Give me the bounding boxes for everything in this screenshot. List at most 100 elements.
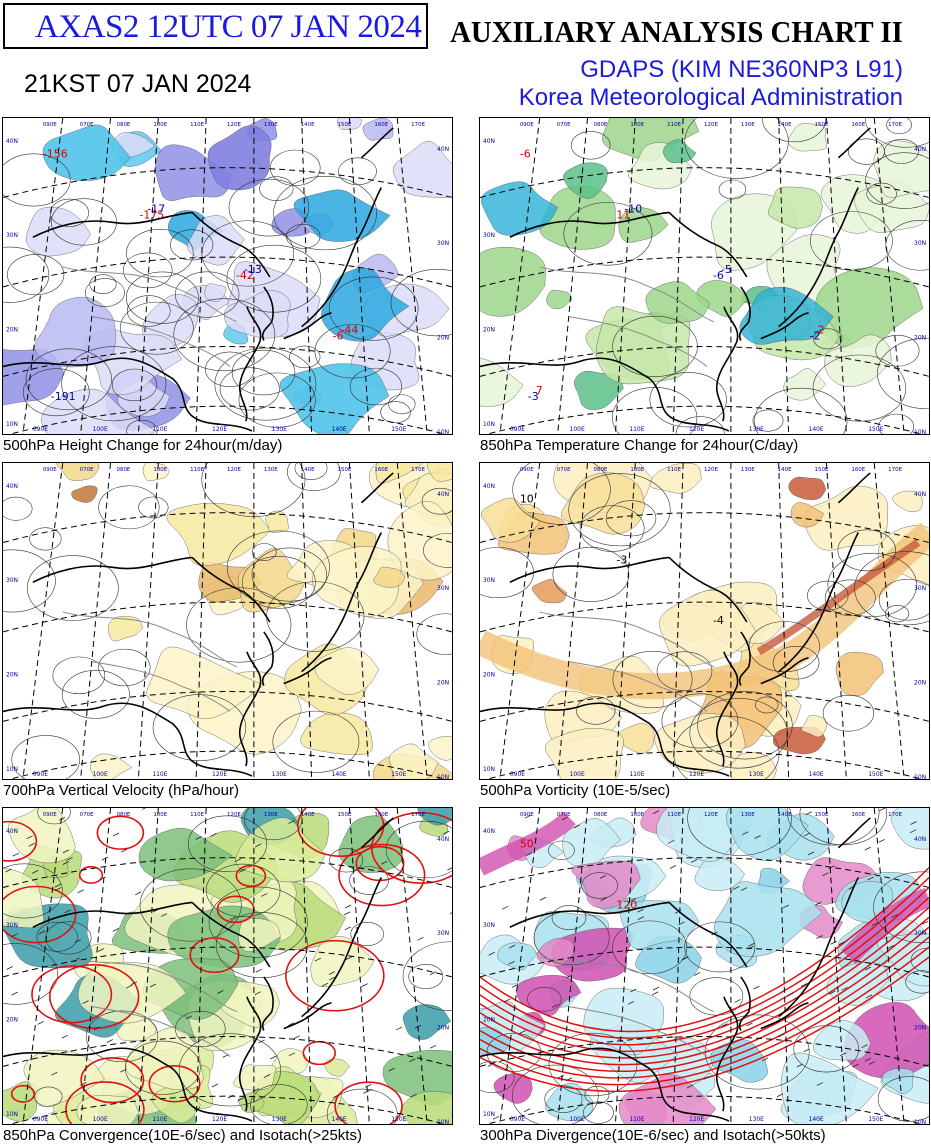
wind-barb	[508, 960, 515, 965]
wind-barb	[210, 833, 217, 837]
contour-line	[854, 551, 929, 626]
chart-title: AUXILIARY ANALYSIS CHART II	[450, 14, 903, 49]
contour-value-label: -10	[624, 202, 642, 215]
meridian-line	[499, 808, 541, 1124]
contour-line	[873, 871, 929, 944]
longitude-label: 090E	[510, 771, 525, 778]
wind-barb	[388, 1067, 395, 1072]
coastline	[32, 556, 193, 583]
field-shade	[563, 162, 608, 199]
wind-barb	[539, 896, 547, 901]
contour-line	[205, 863, 281, 918]
latitude-label: 40N	[6, 483, 18, 490]
meridian-line	[873, 463, 905, 779]
isotach-line	[480, 867, 929, 1033]
longitude-label: 110E	[190, 467, 204, 473]
contour-line	[11, 735, 80, 779]
wind-barb	[314, 957, 321, 962]
map-layer: 40N 40N 30N 30N 20N 20N 10N 10N 090E 100E 110E 120E…	[480, 463, 929, 779]
contour-line	[827, 552, 917, 617]
isotach-line	[480, 906, 929, 1059]
contour-value-label: 50	[520, 838, 534, 851]
contour-line	[661, 693, 739, 749]
contour-line	[338, 157, 377, 186]
meridian-line	[80, 808, 112, 1124]
contour-line	[675, 416, 725, 434]
longitude-label: 160E	[374, 467, 388, 473]
coastline	[509, 901, 670, 928]
coastline	[283, 1001, 332, 1030]
wind-barb	[106, 1039, 114, 1043]
wind-barb	[753, 985, 760, 990]
wind-barb	[778, 1033, 785, 1038]
contour-line	[29, 527, 62, 551]
contour-line	[787, 808, 880, 846]
field-shade	[235, 817, 326, 883]
contour-line	[178, 1033, 281, 1107]
latitude-label: 10N	[914, 429, 926, 434]
field-shade	[300, 712, 373, 755]
latitude-label: 10N	[437, 774, 449, 779]
longitude-label: 070E	[80, 812, 94, 818]
coastline	[480, 1047, 730, 1122]
field-shade	[207, 125, 272, 191]
longitude-label: 120E	[227, 122, 241, 128]
contour-line	[612, 387, 698, 434]
contour-line	[208, 886, 308, 958]
contour-line	[885, 605, 910, 623]
contour-line	[350, 921, 384, 947]
contour-line	[251, 543, 277, 561]
wind-barb	[629, 898, 636, 902]
wind-barb	[599, 874, 607, 879]
contour-line	[219, 367, 280, 411]
wind-barb	[492, 1115, 500, 1120]
isotach-line	[480, 916, 929, 1066]
field-shade	[835, 652, 884, 696]
wind-barb	[565, 974, 573, 979]
contour-line	[96, 815, 145, 850]
longitude-label: 120E	[704, 812, 718, 818]
contour-line	[286, 224, 321, 249]
wind-barb	[681, 956, 688, 961]
coastline	[261, 976, 274, 1031]
contour-line	[7, 254, 65, 296]
latitude-label: 40N	[914, 491, 926, 498]
field-shade	[146, 646, 264, 720]
wind-barb	[807, 851, 815, 856]
contour-line	[338, 843, 426, 907]
latitude-label: 20N	[6, 327, 18, 334]
wind-barb	[796, 1063, 804, 1068]
coastline	[191, 556, 271, 623]
field-shade	[55, 463, 100, 481]
wind-barb	[130, 981, 138, 986]
contour-line	[78, 866, 104, 884]
latitude-label: 10N	[437, 1119, 449, 1124]
contour-line	[752, 409, 784, 432]
contour-line	[762, 118, 827, 143]
field-shade	[392, 141, 452, 198]
longitude-label: 170E	[888, 122, 902, 128]
latitude-label: 30N	[437, 240, 449, 247]
contour-line	[552, 546, 630, 602]
field-shade	[544, 728, 624, 779]
wind-barb	[443, 830, 450, 835]
contour-line	[370, 811, 452, 884]
wind-barb	[380, 860, 388, 865]
coastline	[238, 651, 262, 767]
contour-line	[148, 1064, 201, 1103]
contour-line	[139, 868, 242, 942]
wind-barb	[668, 839, 675, 844]
wind-barb	[519, 1030, 526, 1034]
product-id: AXAS2 12UTC 07 JAN 2024	[35, 9, 422, 45]
field-shade	[890, 808, 929, 850]
wind-barb	[417, 936, 424, 941]
contour-value-label: -5	[721, 263, 732, 276]
contour-line	[189, 937, 240, 974]
wind-barb	[11, 933, 19, 937]
latitude-label: 10N	[6, 1111, 18, 1118]
latitude-label: 30N	[914, 240, 926, 247]
wind-barb	[887, 944, 895, 949]
longitude-label: 130E	[264, 812, 278, 818]
wind-barb	[814, 901, 822, 906]
contour-line	[385, 820, 452, 879]
